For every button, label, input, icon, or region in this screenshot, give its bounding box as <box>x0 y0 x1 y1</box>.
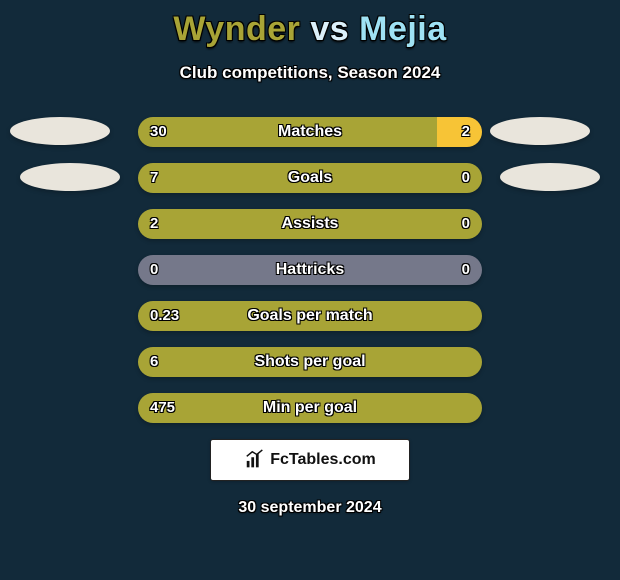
stat-value-right: 0 <box>462 255 470 285</box>
stat-value-left: 30 <box>150 117 167 147</box>
player1-name: Wynder <box>173 10 300 48</box>
brand-text: FcTables.com <box>270 451 376 469</box>
stat-label: Matches <box>138 117 482 147</box>
stat-label: Hattricks <box>138 255 482 285</box>
stat-row: 2 0Assists <box>138 209 482 239</box>
stat-label: Assists <box>138 209 482 239</box>
stat-value-left: 6 <box>150 347 158 377</box>
right-team-ellipse <box>490 117 590 145</box>
stat-label: Shots per goal <box>138 347 482 377</box>
stat-value-left: 2 <box>150 209 158 239</box>
stat-row: 0 0Hattricks <box>138 255 482 285</box>
stat-label: Goals <box>138 163 482 193</box>
date-line: 30 september 2024 <box>0 499 620 517</box>
left-team-ellipse <box>10 117 110 145</box>
player2-name: Mejia <box>359 10 447 48</box>
stat-row: 0.23Goals per match <box>138 301 482 331</box>
right-team-ellipse <box>500 163 600 191</box>
stat-value-left: 475 <box>150 393 175 423</box>
vs-word: vs <box>310 10 349 48</box>
stat-label: Goals per match <box>138 301 482 331</box>
stat-value-left: 0 <box>150 255 158 285</box>
comparison-infographic: Wynder vs Mejia Club competitions, Seaso… <box>0 0 620 580</box>
stat-row: 6Shots per goal <box>138 347 482 377</box>
stats-area: 302Matches70Goals20Assists00Hattricks0.2… <box>0 117 620 423</box>
stat-row: 475Min per goal <box>138 393 482 423</box>
stat-row: 30 2Matches <box>138 117 482 147</box>
stat-row: 7 0Goals <box>138 163 482 193</box>
bar-chart-icon <box>244 449 266 471</box>
stat-value-right: 0 <box>462 163 470 193</box>
stat-value-left: 0.23 <box>150 301 179 331</box>
brand-box: FcTables.com <box>210 439 410 481</box>
stat-value-right: 2 <box>462 117 470 147</box>
stat-label: Min per goal <box>138 393 482 423</box>
stat-value-right: 0 <box>462 209 470 239</box>
stat-value-left: 7 <box>150 163 158 193</box>
left-team-ellipse <box>20 163 120 191</box>
subtitle: Club competitions, Season 2024 <box>0 63 620 83</box>
title-row: Wynder vs Mejia <box>0 10 620 49</box>
